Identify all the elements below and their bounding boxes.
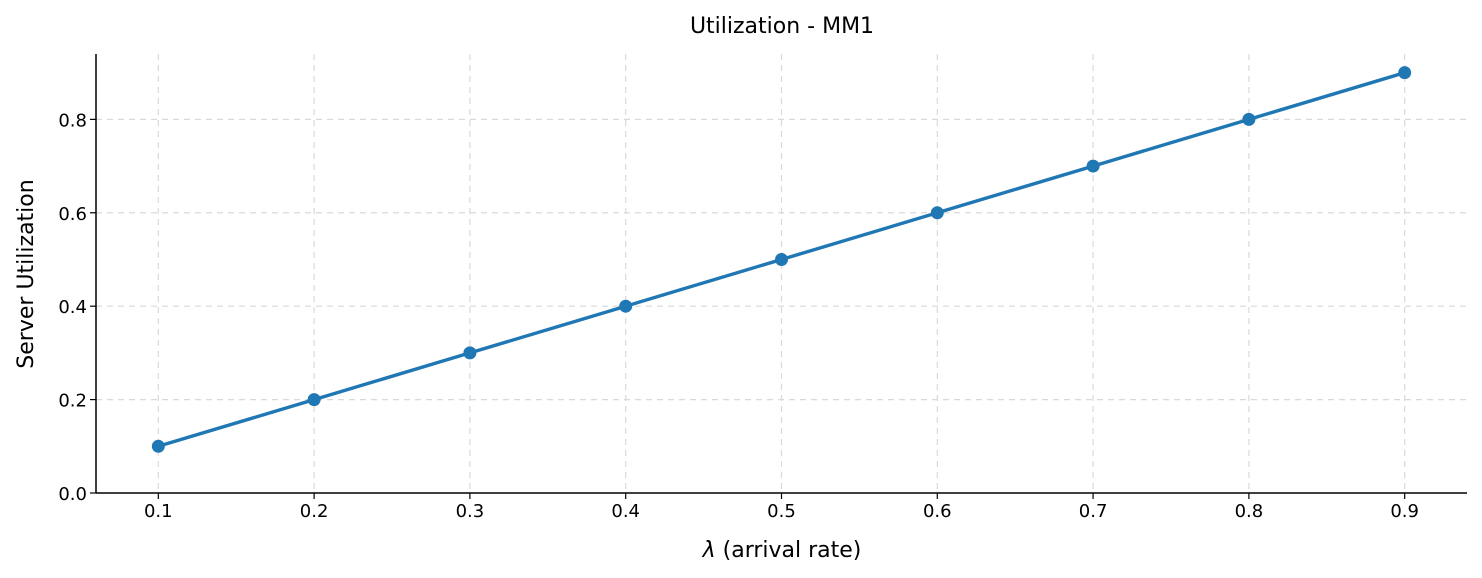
x-tick-label-7: 0.7 <box>1079 501 1108 522</box>
x-axis-label-symbol: λ <box>702 538 716 563</box>
data-point-1 <box>151 439 165 453</box>
x-tick-label-3: 0.3 <box>456 501 485 522</box>
x-tick-label-4: 0.4 <box>611 501 640 522</box>
x-tick-label-1: 0.1 <box>144 501 173 522</box>
x-tick-label-9: 0.9 <box>1390 501 1419 522</box>
y-axis-ticks: 0.0 0.2 0.4 0.6 0.8 <box>58 110 96 505</box>
x-tick-label-2: 0.2 <box>300 501 329 522</box>
chart-title: Utilization - MM1 <box>690 14 874 39</box>
y-axis-label: Server Utilization <box>14 179 39 368</box>
x-tick-label-5: 0.5 <box>767 501 796 522</box>
y-tick-label-1: 0.0 <box>58 484 87 505</box>
x-axis-ticks: 0.1 0.2 0.3 0.4 0.5 0.6 0.7 0.8 0.9 <box>144 493 1419 522</box>
grid-layer <box>96 54 1467 493</box>
data-point-7 <box>1086 159 1100 173</box>
data-point-6 <box>930 206 944 220</box>
series-layer <box>151 66 1412 453</box>
data-point-9 <box>1398 66 1412 80</box>
x-axis-label: λ (arrival rate) <box>702 538 862 563</box>
data-point-3 <box>463 346 477 360</box>
x-tick-label-6: 0.6 <box>923 501 952 522</box>
y-tick-label-2: 0.2 <box>58 391 87 412</box>
data-point-2 <box>307 393 321 407</box>
y-tick-label-4: 0.6 <box>58 204 87 225</box>
data-point-8 <box>1242 112 1256 126</box>
x-tick-label-8: 0.8 <box>1235 501 1264 522</box>
x-axis-label-text: (arrival rate) <box>716 538 862 563</box>
data-point-5 <box>775 252 788 266</box>
y-tick-label-5: 0.8 <box>58 110 87 131</box>
data-point-4 <box>619 299 633 313</box>
y-tick-label-3: 0.4 <box>58 297 87 318</box>
